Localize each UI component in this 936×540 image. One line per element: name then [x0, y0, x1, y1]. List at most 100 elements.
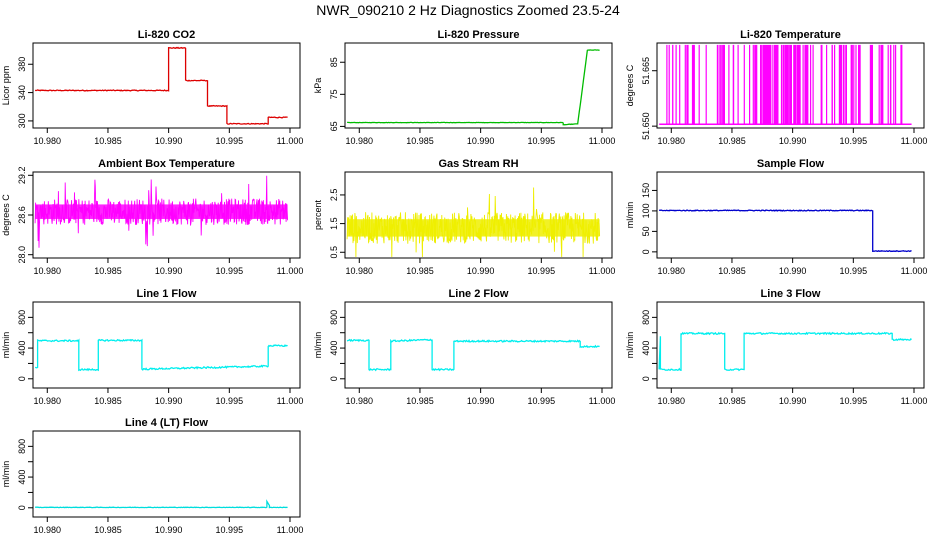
x-tick-label: 11.000 [277, 136, 304, 146]
y-tick-label: 0.5 [329, 246, 339, 259]
plot-frame [344, 171, 613, 259]
x-tick-label: 10.995 [216, 396, 244, 406]
x-tick-label: 10.990 [155, 525, 183, 535]
x-tick-label: 11.000 [901, 266, 928, 276]
y-tick-label: 75 [329, 89, 339, 99]
x-tick-label: 10.990 [467, 396, 495, 406]
x-tick-label: 11.000 [901, 136, 928, 146]
y-tick-label: 29.2 [17, 167, 27, 185]
x-tick-label: 10.990 [779, 136, 807, 146]
series-line-line4 [35, 499, 288, 509]
y-tick-label: 28.6 [17, 206, 27, 224]
y-tick-label: 380 [17, 57, 27, 72]
y-axis-label: ml/min [625, 332, 635, 359]
x-tick-label: 10.990 [155, 266, 183, 276]
x-tick-label: 10.980 [34, 396, 62, 406]
x-tick-label: 11.000 [277, 266, 304, 276]
panel-title: Ambient Box Temperature [98, 158, 235, 170]
y-axis-label: ml/min [313, 332, 323, 359]
y-tick-label: 800 [641, 310, 651, 325]
panel-line4: Line 4 (LT) Flow ml/min 10.980 10.985 10.990… [1, 417, 303, 535]
panel-title: Gas Stream RH [438, 158, 518, 170]
plot-frame [32, 42, 301, 129]
y-axis-label: ml/min [1, 332, 11, 359]
series-band-rh [347, 219, 600, 237]
y-tick-label: 51.665 [641, 57, 651, 85]
x-tick-label: 10.980 [658, 136, 686, 146]
y-tick-label: 50 [641, 226, 651, 236]
y-tick-label: 85 [329, 57, 339, 67]
series-line-pressure [347, 49, 600, 126]
panel-line2: Line 2 Flow ml/min 10.980 10.985 10.990 10.99… [313, 288, 615, 406]
y-axis-label: degrees C [625, 64, 635, 106]
x-tick-label: 10.980 [346, 136, 374, 146]
x-tick-label: 10.990 [155, 136, 183, 146]
y-tick-label: 400 [17, 341, 27, 356]
y-tick-label: 0 [641, 376, 651, 381]
y-tick-label: 0 [641, 249, 651, 254]
x-tick-label: 10.985 [406, 266, 434, 276]
temperature-spikes [666, 44, 903, 125]
panel-title: Li-820 CO2 [138, 29, 195, 41]
x-tick-label: 10.990 [467, 136, 495, 146]
x-tick-label: 11.000 [901, 396, 928, 406]
plot-frame [656, 171, 925, 259]
series-band-box_temp [35, 204, 288, 219]
x-tick-label: 10.985 [718, 136, 746, 146]
y-axis-label: kPa [313, 78, 323, 94]
y-tick-label: 800 [17, 439, 27, 454]
x-tick-label: 10.985 [406, 396, 434, 406]
x-tick-label: 11.000 [589, 396, 616, 406]
x-tick-label: 10.980 [34, 136, 62, 146]
x-tick-label: 11.000 [589, 266, 616, 276]
plot-frame [32, 301, 301, 389]
x-tick-label: 10.985 [94, 266, 122, 276]
x-tick-label: 11.000 [589, 136, 616, 146]
x-tick-label: 10.980 [658, 396, 686, 406]
panel-title: Line 4 (LT) Flow [125, 417, 208, 429]
x-tick-label: 10.995 [840, 136, 868, 146]
y-tick-label: 400 [641, 341, 651, 356]
x-tick-label: 10.980 [34, 266, 62, 276]
panel-rh: Gas Stream RH percent 10.980 10.985 10.990 10… [313, 158, 615, 276]
y-tick-label: 800 [329, 310, 339, 325]
plot-frame [656, 301, 925, 389]
x-tick-label: 10.995 [216, 266, 244, 276]
y-tick-label: 400 [329, 341, 339, 356]
x-tick-label: 10.980 [346, 396, 374, 406]
x-tick-label: 10.985 [718, 396, 746, 406]
x-tick-label: 10.990 [779, 396, 807, 406]
panel-line3: Line 3 Flow ml/min 10.980 10.985 10.990 10.99… [625, 288, 927, 406]
panel-co2: Li-820 CO2 Licor ppm 10.980 10.985 10.990 10.… [1, 29, 303, 146]
figure-title: NWR_090210 2 Hz Diagnostics Zoomed 23.5-… [316, 2, 620, 18]
x-tick-label: 10.990 [467, 266, 495, 276]
y-tick-label: 28.0 [17, 246, 27, 264]
panel-sample_flow: Sample Flow ml/min 10.980 10.985 10.990 10.99… [625, 158, 927, 276]
x-tick-label: 10.995 [840, 396, 868, 406]
y-tick-label: 65 [329, 121, 339, 131]
y-axis-label: percent [313, 199, 323, 230]
y-tick-label: 0 [17, 505, 27, 510]
y-axis-label: ml/min [625, 202, 635, 229]
series-line-sample_flow [658, 209, 912, 253]
panel-title: Li-820 Temperature [740, 29, 841, 41]
series-line-line1 [34, 338, 288, 372]
series-line-line3 [658, 331, 912, 372]
x-tick-label: 10.985 [406, 136, 434, 146]
x-tick-label: 10.990 [779, 266, 807, 276]
y-tick-label: 100 [641, 203, 651, 218]
panel-title: Line 2 Flow [449, 288, 509, 300]
x-tick-label: 10.985 [94, 136, 122, 146]
y-tick-label: 800 [17, 310, 27, 325]
y-tick-label: 1.5 [329, 217, 339, 230]
panel-title: Li-820 Pressure [438, 29, 520, 41]
x-tick-label: 10.985 [718, 266, 746, 276]
x-tick-label: 10.995 [216, 136, 244, 146]
plot-frame [344, 42, 613, 129]
panel-line1: Line 1 Flow ml/min 10.980 10.985 10.990 10.99… [1, 288, 303, 406]
panel-title: Sample Flow [757, 158, 825, 170]
y-axis-label: ml/min [1, 461, 11, 488]
plot-frame [656, 42, 925, 129]
x-tick-label: 10.980 [346, 266, 374, 276]
